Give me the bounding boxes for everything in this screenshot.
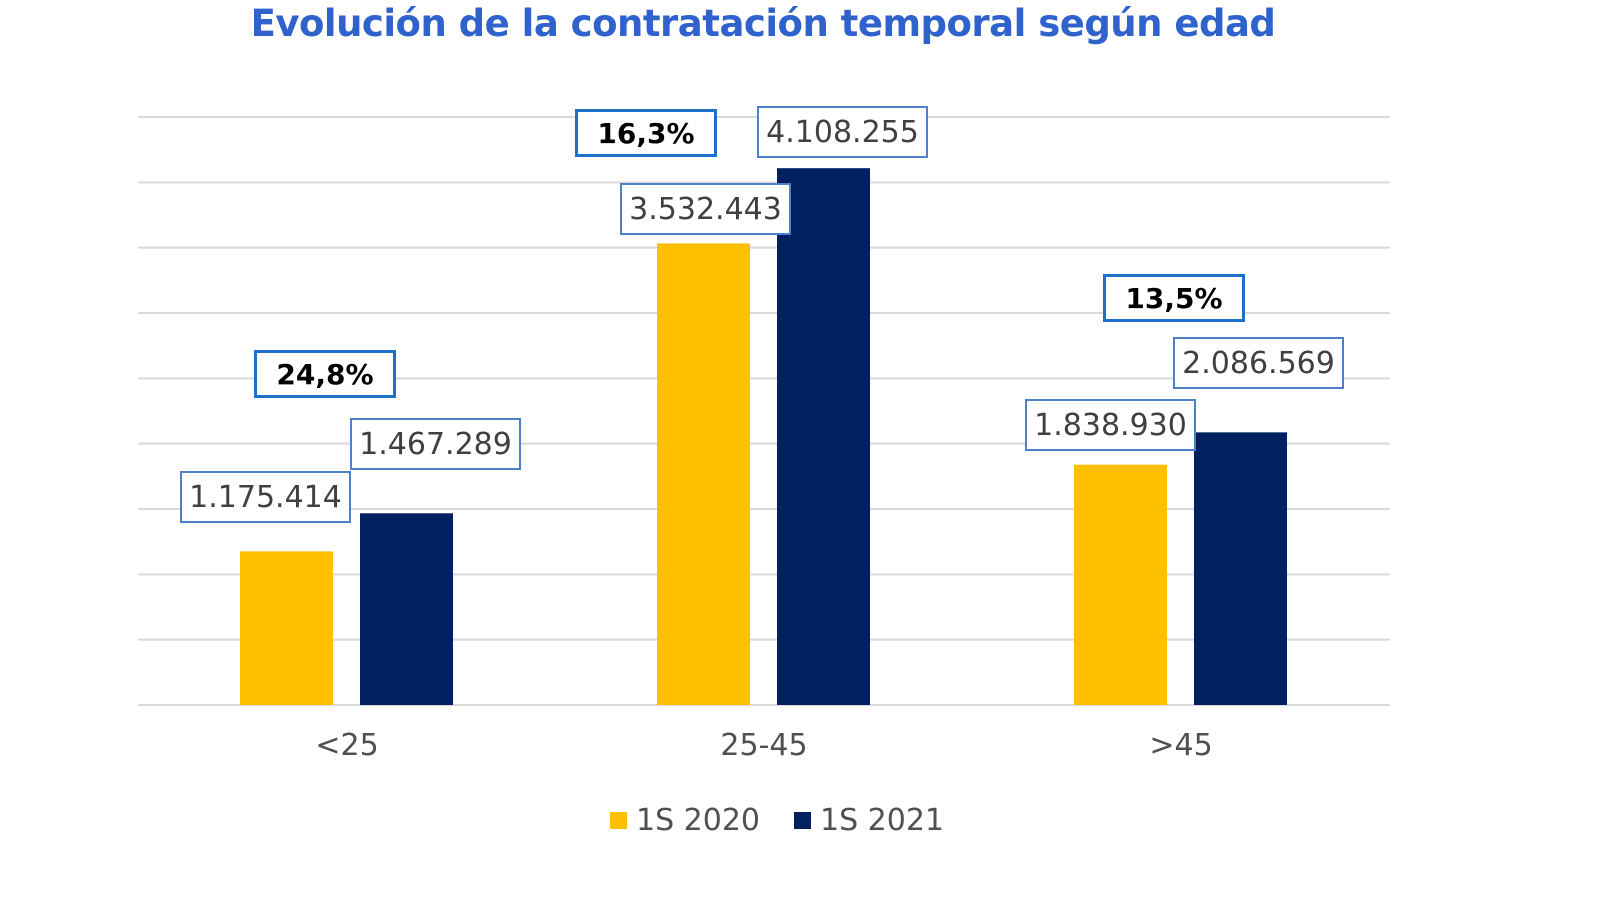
data-label: 2.086.569 — [1173, 337, 1344, 389]
legend-label: 1S 2021 — [820, 803, 945, 838]
legend: 1S 2020 1S 2021 — [610, 803, 978, 838]
data-label: 4.108.255 — [757, 106, 928, 158]
legend-item-2021: 1S 2021 — [794, 803, 944, 838]
data-label: 1.175.414 — [180, 471, 351, 523]
bar-1S-2020-0 — [240, 551, 333, 705]
bar-1S-2020-1 — [657, 243, 750, 706]
chart-title: Evolución de la contratación temporal se… — [250, 2, 1276, 45]
data-label: 1.467.289 — [350, 418, 521, 470]
x-tick-label: 25-45 — [720, 728, 808, 763]
x-tick-label: >45 — [1149, 728, 1213, 763]
legend-item-2020: 1S 2020 — [610, 803, 760, 838]
growth-percent-label: 16,3% — [575, 109, 717, 157]
legend-swatch — [794, 812, 812, 829]
bar-1S-2020-2 — [1074, 464, 1167, 705]
bar-1S-2021-0 — [360, 513, 453, 705]
legend-swatch — [610, 812, 627, 829]
x-tick-label: <25 — [315, 728, 379, 763]
data-label: 1.838.930 — [1025, 399, 1196, 451]
data-label: 3.532.443 — [620, 183, 791, 235]
bar-1S-2021-1 — [777, 168, 870, 706]
growth-percent-label: 13,5% — [1103, 274, 1245, 322]
bar-1S-2021-2 — [1194, 432, 1287, 705]
legend-label: 1S 2020 — [636, 803, 761, 838]
growth-percent-label: 24,8% — [254, 350, 396, 398]
